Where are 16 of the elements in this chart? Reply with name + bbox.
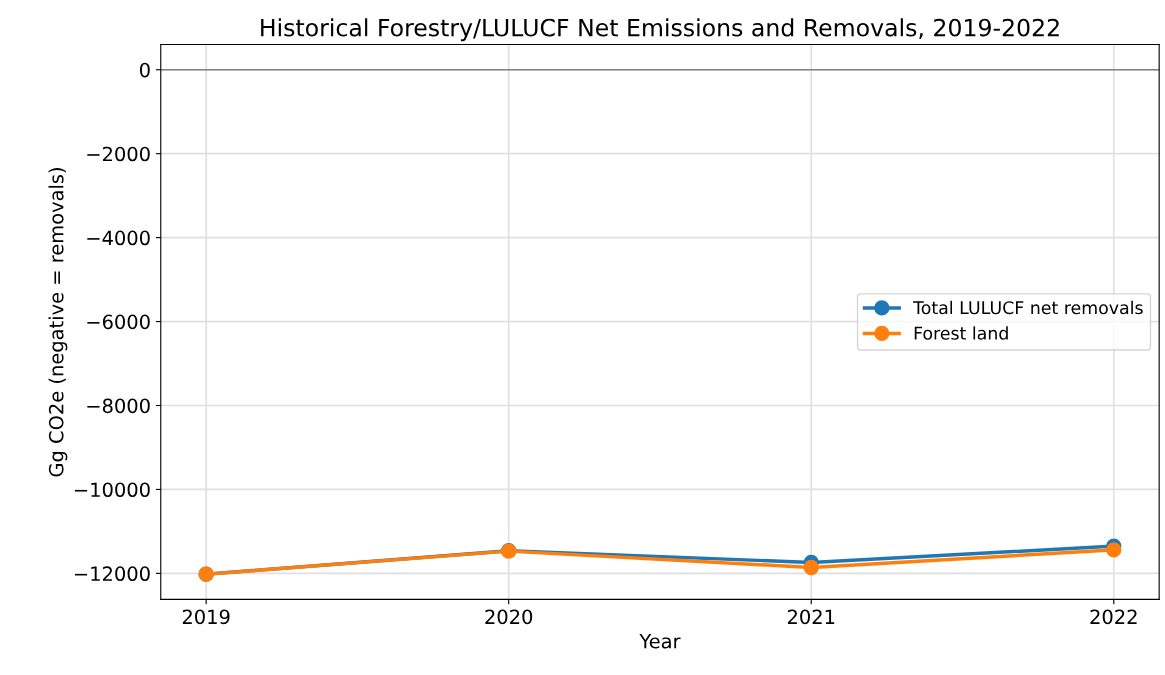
y-tick-label: 0 (139, 62, 150, 78)
x-tick-label: 2022 (1090, 609, 1137, 625)
y-tick-label: −4000 (87, 230, 150, 246)
chart-title: Historical Forestry/LULUCF Net Emissions and Removals, 2019-2022 (261, 18, 1059, 42)
x-tick-label: 2020 (485, 609, 533, 625)
y-tick-label: −6000 (87, 314, 150, 330)
y-axis-title: Gg CO2e (negative = removals) (48, 168, 68, 477)
y-tick-label: −10000 (74, 482, 150, 498)
x-tick-label: 2019 (182, 609, 230, 625)
y-tick-label: −12000 (74, 566, 150, 582)
legend-label: Forest land (914, 326, 1008, 340)
y-tick-label: −8000 (87, 398, 150, 414)
x-tick-label: 2021 (787, 609, 835, 625)
y-tick-label: −2000 (87, 146, 150, 162)
legend-label: Total LULUCF net removals (913, 300, 1143, 315)
x-axis-title: Year (639, 634, 681, 649)
